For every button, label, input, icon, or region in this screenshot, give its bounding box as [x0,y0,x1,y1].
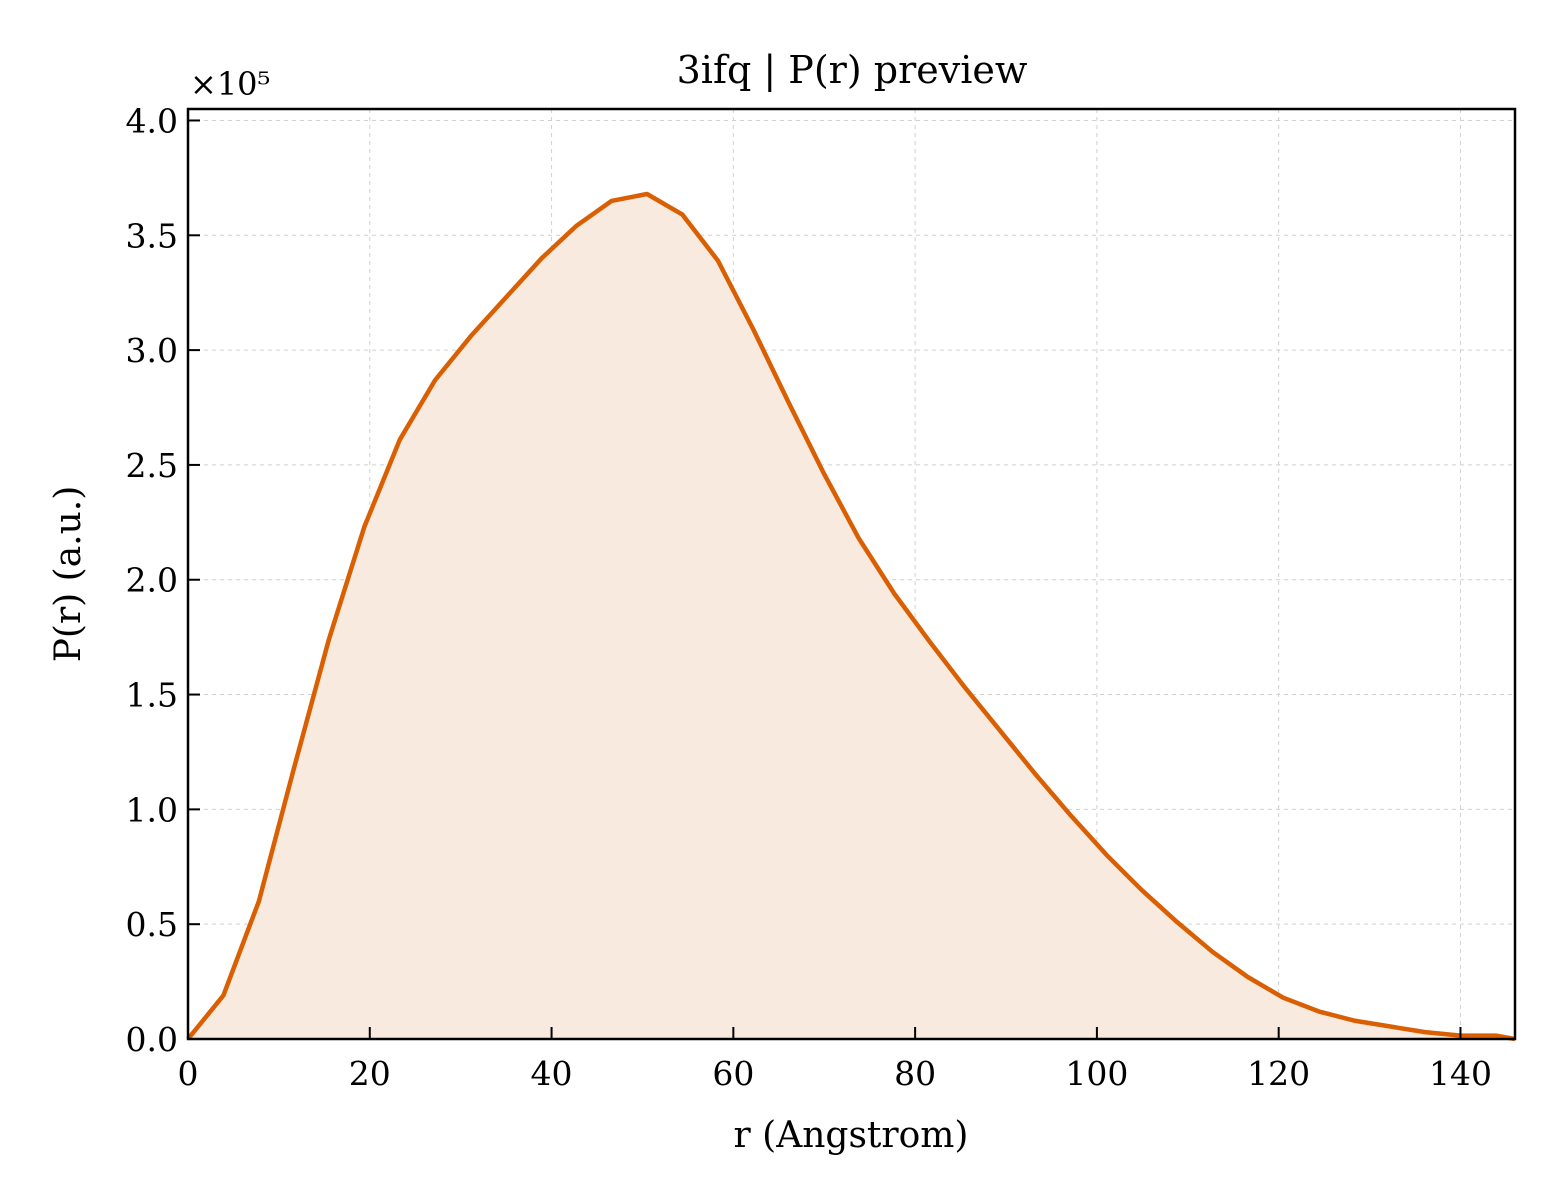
x-tick-label: 80 [894,1054,936,1093]
pr-series-line [186,191,1516,1042]
y-tick-label: 4.0 [126,101,178,140]
y-axis-label: P(r) (a.u.) [48,486,89,663]
x-tick-label: 60 [712,1054,754,1093]
x-tick-label: 40 [531,1054,573,1093]
grid-lines [188,109,1515,1039]
y-scale-multiplier: ×10⁵ [190,65,270,103]
y-tick-label: 3.5 [126,216,178,255]
y-tick-label: 0.5 [126,905,178,944]
area-fill [188,194,1515,1039]
x-tick-label: 0 [178,1054,199,1093]
y-tick-label: 2.5 [126,446,178,485]
data-area [188,194,1515,1039]
x-tick-label: 140 [1429,1054,1492,1093]
y-tick-label: 1.5 [126,676,178,715]
x-axis-ticks: 0 20 40 60 80 100 120 140 [178,1027,1492,1093]
y-tick-label: 3.0 [126,331,178,370]
x-axis-label: r (Angstrom) [734,1115,969,1156]
y-tick-label: 1.0 [126,790,178,829]
chart-title: 3ifq | P(r) preview [677,48,1028,92]
x-tick-label: 20 [349,1054,391,1093]
y-axis-ticks: 0.0 0.5 1.0 1.5 2.0 2.5 3.0 3.5 4.0 [126,101,200,1059]
x-tick-label: 120 [1247,1054,1310,1093]
y-tick-label: 2.0 [126,561,178,600]
plot-frame [186,107,1517,1041]
y-tick-label: 0.0 [126,1020,178,1059]
x-tick-label: 100 [1065,1054,1128,1093]
data-line [186,191,1516,1042]
